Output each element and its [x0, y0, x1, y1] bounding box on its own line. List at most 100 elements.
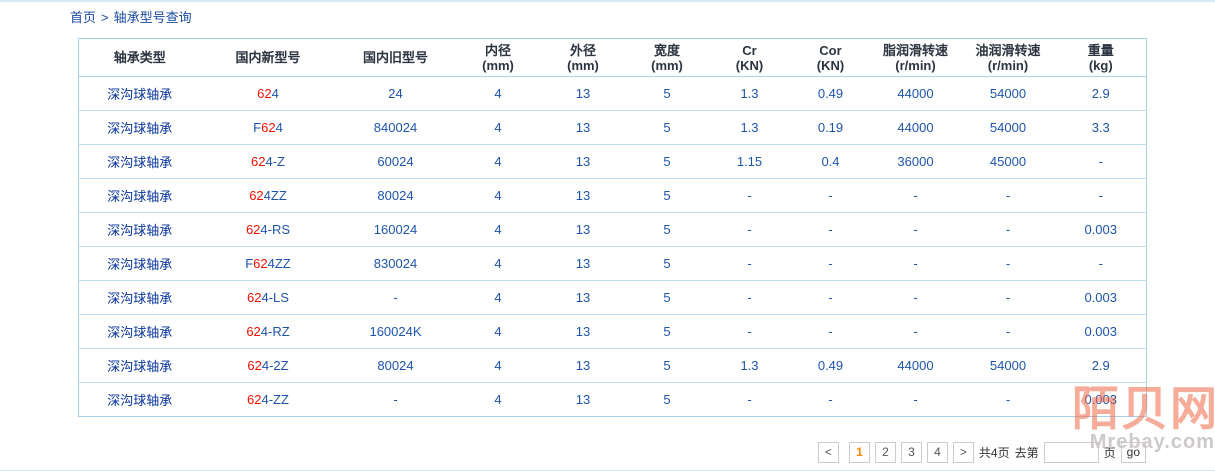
bearing-type-cell: 深沟球轴承	[78, 110, 201, 145]
table-cell: 80024	[335, 178, 456, 213]
table-cell: 0.003	[1055, 382, 1147, 417]
bearing-model-link[interactable]: 624-2Z	[247, 358, 289, 373]
table-cell: 5	[625, 382, 709, 417]
table-cell: 5	[625, 110, 709, 145]
bearing-model-link[interactable]: 624-RS	[245, 222, 291, 237]
prev-page-button[interactable]: <	[817, 442, 839, 463]
table-cell: 4	[455, 144, 541, 179]
table-cell: 13	[540, 280, 626, 315]
column-header: 脂润滑转速 (r/min)	[870, 38, 961, 77]
table-cell: -	[960, 382, 1056, 417]
bearing-model-link[interactable]: 624-LS	[247, 290, 289, 305]
bearing-type-link[interactable]: 深沟球轴承	[107, 87, 173, 102]
bearing-type-link[interactable]: 深沟球轴承	[107, 189, 173, 204]
goto-page-label: 去第	[1014, 446, 1039, 460]
bearing-type-cell: 深沟球轴承	[78, 212, 201, 247]
total-pages-text: 共4页	[978, 446, 1010, 460]
table-cell: 160024K	[335, 314, 456, 349]
bearing-model-link[interactable]: 624-ZZ	[247, 392, 289, 407]
bearing-type-link[interactable]: 深沟球轴承	[107, 359, 173, 374]
table-cell: -	[708, 382, 791, 417]
table-row: 深沟球轴承 624-LS -4 13 5- - - -0.003	[78, 280, 1147, 315]
table-cell: 54000	[960, 76, 1056, 111]
table-cell: 5	[625, 246, 709, 281]
table-cell: 2.9	[1055, 348, 1147, 383]
table-row: 深沟球轴承 624ZZ 80024 4 13 5- - - - -	[78, 178, 1147, 213]
column-header: Cor (KN)	[790, 38, 871, 77]
bottom-divider	[0, 470, 1215, 471]
table-cell: 1.3	[708, 348, 791, 383]
table-cell: 0.4	[790, 144, 871, 179]
table-cell: -	[960, 280, 1056, 315]
breadcrumb-home-link[interactable]: 首页	[70, 10, 97, 25]
bearing-type-cell: 深沟球轴承	[78, 348, 201, 383]
table-cell: 60024	[335, 144, 456, 179]
page-button-3[interactable]: 3	[900, 442, 922, 463]
table-cell: 160024	[335, 212, 456, 247]
table-cell: 2.9	[1055, 76, 1147, 111]
table-body: 深沟球轴承 624 24 4 13 5 1.3 0.49 44000 54000 2.9 深沟球轴承 F…	[78, 76, 1147, 417]
column-header: 宽度 (mm)	[625, 38, 709, 77]
page-unit-label: 页	[1103, 446, 1116, 460]
bearing-type-link[interactable]: 深沟球轴承	[107, 393, 173, 408]
table-cell: 44000	[870, 110, 961, 145]
breadcrumb-current: 轴承型号查询	[113, 10, 192, 25]
new-model-cell: 624-LS	[200, 280, 336, 315]
table-cell: -	[790, 314, 871, 349]
table-row: 深沟球轴承 F624ZZ 830024 4 13 5- - - - -	[78, 246, 1147, 281]
table-cell: 4	[455, 110, 541, 145]
table-cell: -	[790, 246, 871, 281]
page-number-input[interactable]	[1043, 442, 1099, 463]
bearing-type-link[interactable]: 深沟球轴承	[107, 257, 173, 272]
next-page-button[interactable]: >	[952, 442, 974, 463]
bearing-spec-table: 轴承类型 国内新型号 国内旧型号 内径 (mm) 外径 (mm) 宽度 (mm) Cr (KN) Co…	[78, 38, 1147, 417]
bearing-model-link[interactable]: 624-Z	[251, 154, 285, 169]
table-cell: 0.19	[790, 110, 871, 145]
table-cell: 13	[540, 76, 626, 111]
bearing-type-link[interactable]: 深沟球轴承	[107, 223, 173, 238]
table-cell: 5	[625, 212, 709, 247]
table-cell: 24	[335, 76, 456, 111]
bearing-model-link[interactable]: 624	[257, 86, 279, 101]
table-cell: -	[870, 314, 961, 349]
bearing-model-link[interactable]: 624ZZ	[249, 188, 287, 203]
column-header: 内径 (mm)	[455, 38, 541, 77]
go-button[interactable]: go	[1120, 442, 1146, 463]
table-row: 深沟球轴承 624-2Z 80024 4 13 5 1.3 0.49 44000 54000 2.9	[78, 348, 1147, 383]
bearing-type-link[interactable]: 深沟球轴承	[107, 291, 173, 306]
table-cell: 4	[455, 382, 541, 417]
bearing-model-link[interactable]: F624	[253, 120, 283, 135]
bearing-type-cell: 深沟球轴承	[78, 314, 201, 349]
table-row: 深沟球轴承 624-Z 60024 4 13 5 1.15 0.4 36000 45000-	[78, 144, 1147, 179]
bearing-type-link[interactable]: 深沟球轴承	[107, 325, 173, 340]
new-model-cell: 624-ZZ	[200, 382, 336, 417]
table-cell: -	[960, 314, 1056, 349]
table-cell: -	[960, 178, 1056, 213]
column-header: Cr (KN)	[708, 38, 791, 77]
table-cell: 0.49	[790, 76, 871, 111]
column-header: 国内旧型号	[335, 38, 456, 77]
table-cell: -	[335, 382, 456, 417]
bearing-model-link[interactable]: F624ZZ	[245, 256, 291, 271]
table-cell: 4	[455, 212, 541, 247]
column-header: 油润滑转速 (r/min)	[960, 38, 1056, 77]
page-button-2[interactable]: 2	[874, 442, 896, 463]
bearing-table-container: 轴承类型 国内新型号 国内旧型号 内径 (mm) 外径 (mm) 宽度 (mm) Cr (KN) Co…	[78, 38, 1147, 417]
table-cell: 4	[455, 280, 541, 315]
bearing-model-link[interactable]: 624-RZ	[246, 324, 290, 339]
table-header-row: 轴承类型 国内新型号 国内旧型号 内径 (mm) 外径 (mm) 宽度 (mm) Cr (KN) Co…	[78, 38, 1147, 77]
new-model-cell: 624-Z	[200, 144, 336, 179]
table-cell: 13	[540, 212, 626, 247]
table-cell: 13	[540, 144, 626, 179]
table-cell: 13	[540, 178, 626, 213]
bearing-type-link[interactable]: 深沟球轴承	[107, 155, 173, 170]
page-button-1[interactable]: 1	[848, 442, 870, 463]
bearing-type-cell: 深沟球轴承	[78, 246, 201, 281]
bearing-type-link[interactable]: 深沟球轴承	[107, 121, 173, 136]
table-cell: -	[870, 382, 961, 417]
table-cell: -	[960, 246, 1056, 281]
new-model-cell: F624	[200, 110, 336, 145]
table-cell: 45000	[960, 144, 1056, 179]
page-button-4[interactable]: 4	[926, 442, 948, 463]
